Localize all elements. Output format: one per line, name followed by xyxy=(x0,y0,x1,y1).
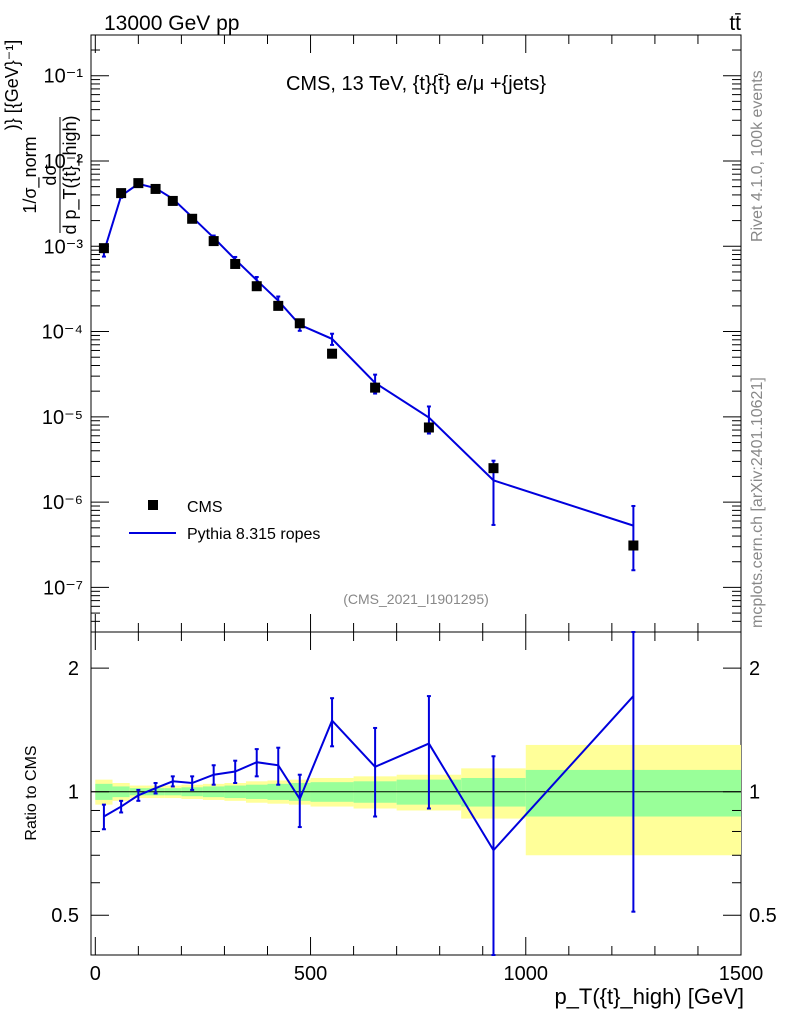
ratio-axis-ticks xyxy=(91,632,742,955)
y-tick-label-1e-1: 10⁻¹ xyxy=(44,66,84,88)
ratio-tick-left-2: 2 xyxy=(68,658,79,680)
legend-cms-label: CMS xyxy=(187,499,223,516)
cms-data-point xyxy=(187,213,198,224)
x-tick-label-500: 500 xyxy=(294,963,327,985)
y-tick-label-1e-6: 10⁻⁶ xyxy=(42,492,83,514)
main-y-tick-labels: 10⁻¹ 10⁻² 10⁻³ 10⁻⁴ 10⁻⁵ 10⁻⁶ 10⁻⁷ xyxy=(42,66,84,600)
pythia-series xyxy=(101,181,636,572)
cms-data-point xyxy=(273,300,284,311)
cms-data-point xyxy=(628,540,639,551)
y-tick-label-1e-5: 10⁻⁵ xyxy=(42,407,83,429)
analysis-id: (CMS_2021_I1901295) xyxy=(343,591,489,607)
y-label-fraction: dσ d p_T({t}_high) xyxy=(40,115,81,234)
main-axis-ticks xyxy=(91,35,742,633)
x-tick-labels: 0 500 1000 1500 xyxy=(90,963,764,985)
legend-cms-marker xyxy=(148,500,158,510)
x-tick-label-1000: 1000 xyxy=(504,963,549,985)
cms-data-point xyxy=(251,281,262,292)
y-label-unit: )} [{GeV}⁻¹] xyxy=(2,40,22,131)
y-tick-label-1e-3: 10⁻³ xyxy=(44,236,84,258)
cms-data-point xyxy=(116,188,127,199)
ratio-tick-left-0.5: 0.5 xyxy=(51,905,79,927)
cms-data-point xyxy=(327,348,338,359)
y-tick-label-1e-4: 10⁻⁴ xyxy=(42,322,83,344)
cms-data-point xyxy=(230,258,241,269)
cms-data-point xyxy=(208,236,219,247)
ratio-y-axis-label: Ratio to CMS xyxy=(23,745,40,840)
rivet-text-group: Rivet 4.1.0, 100k events xyxy=(749,70,766,242)
main-plot-title: CMS, 13 TeV, {t}{t̄} e/μ +{jets} xyxy=(286,73,546,95)
ratio-tick-left-1: 1 xyxy=(68,782,79,804)
ratio-tick-right-0.5: 0.5 xyxy=(749,905,777,927)
y-label-numerator: dσ xyxy=(40,164,60,185)
cms-data-point xyxy=(167,195,178,206)
cms-data-point xyxy=(488,463,499,474)
pythia-line xyxy=(102,182,634,527)
cms-data-point xyxy=(423,422,434,433)
x-axis-label: p_T({t}_high) [GeV] xyxy=(554,984,744,1009)
y-tick-label-1e-7: 10⁻⁷ xyxy=(43,577,83,599)
cms-data-point xyxy=(150,183,161,194)
y-tick-label-1e-2: 10⁻² xyxy=(44,151,84,173)
x-tick-label-0: 0 xyxy=(90,963,101,985)
ratio-tick-right-1: 1 xyxy=(749,782,760,804)
ratio-line xyxy=(103,695,635,852)
ratio-series xyxy=(101,631,636,956)
mcplots-text: mcplots.cern.ch [arXiv:2401.10621] xyxy=(749,377,766,628)
cms-data-point xyxy=(98,243,109,254)
header-right-title: tt̄ xyxy=(729,12,741,35)
x-tick-label-1500: 1500 xyxy=(719,963,764,985)
header-left-title: 13000 GeV pp xyxy=(104,12,239,35)
ratio-y-axis-label-group: Ratio to CMS xyxy=(23,745,40,840)
y-label-unit-group: )} [{GeV}⁻¹] xyxy=(2,40,22,131)
rivet-version-text: Rivet 4.1.0, 100k events xyxy=(749,70,766,242)
main-y-axis-label: 1/σ_norm xyxy=(20,136,41,213)
y-label-denominator: d p_T({t}_high) xyxy=(60,115,81,234)
uncertainty-bands xyxy=(95,744,741,856)
mcplots-text-group: mcplots.cern.ch [arXiv:2401.10621] xyxy=(749,377,766,628)
cms-data-point xyxy=(294,318,305,329)
ratio-tick-right-2: 2 xyxy=(749,658,760,680)
legend-pythia-label: Pythia 8.315 ropes xyxy=(187,526,320,543)
y-label-prefix: 1/σ_norm xyxy=(20,136,41,213)
ratio-y-tick-labels: 2 1 0.5 2 1 0.5 xyxy=(51,658,777,927)
cms-data-point xyxy=(370,382,381,393)
cms-series xyxy=(98,178,639,551)
cms-data-point xyxy=(133,178,144,189)
